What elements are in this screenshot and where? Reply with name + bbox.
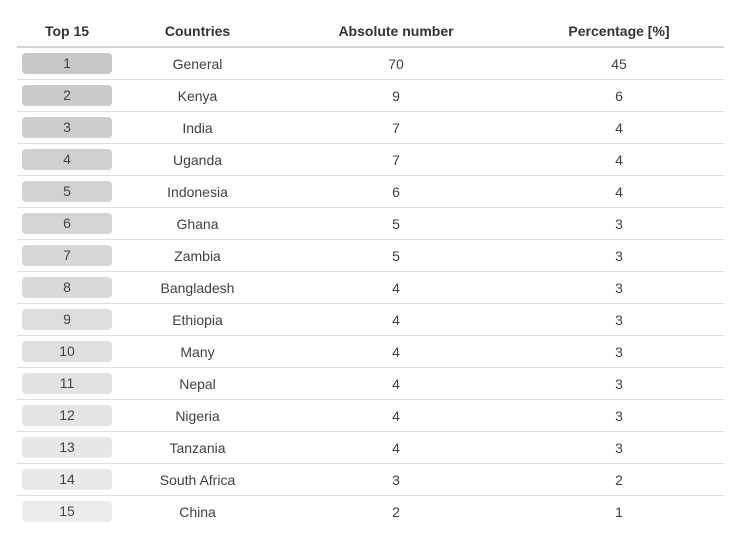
rank-cell: 7 [17,239,117,272]
percentage-cell: 3 [514,367,724,400]
absolute-number-cell: 6 [278,175,514,208]
absolute-number-cell: 4 [278,367,514,400]
table-row: 1 General 70 45 [17,47,724,80]
rank-badge: 4 [22,149,112,170]
country-cell: China [179,503,216,520]
absolute-number-cell: 4 [278,335,514,368]
rank-cell: 10 [17,335,117,368]
country-cell: Zambia [117,239,278,272]
country-cell: Many [117,335,278,368]
rank-badge: 13 [22,437,112,458]
percentage-cell: 3 [514,431,724,464]
rank-cell: 15 [17,496,117,528]
rank-badge: 5 [22,181,112,202]
header-countries: Countries [117,16,278,48]
rank-cell: 5 [17,175,117,208]
table-row: 3 India 7 4 [17,111,724,144]
rank-badge: 2 [22,85,112,106]
top-countries-table: Top 15 Countries Absolute number Percent… [17,16,724,527]
country-cell: Ghana [117,207,278,240]
absolute-number-cell: 3 [278,463,514,496]
rank-cell: 14 [17,463,117,496]
country-cell: Uganda [117,143,278,176]
absolute-number-cell: 4 [278,431,514,464]
table-body: 1 General 70 45 2 Kenya 9 6 3 India 7 4 4 Uganda 7 4 5 In… [17,47,724,527]
table-row: 7 Zambia 5 3 [17,239,724,272]
absolute-number-cell: 7 [278,111,514,144]
percentage-cell: 3 [514,239,724,272]
rank-cell: 12 [17,399,117,432]
table-row: 15 China 2 1 [17,496,724,528]
percentage-cell: 3 [514,335,724,368]
table-row: 9 Ethiopia 4 3 [17,303,724,336]
absolute-number-cell: 7 [278,143,514,176]
table-row: 13 Tanzania 4 3 [17,431,724,464]
rank-badge: 10 [22,341,112,362]
country-cell: India [117,111,278,144]
rank-cell: 2 [17,79,117,112]
rank-cell: 4 [17,143,117,176]
country-cell: South Africa [117,463,278,496]
table-row: 6 Ghana 5 3 [17,207,724,240]
percentage-cell: 4 [514,111,724,144]
rank-cell: 3 [17,111,117,144]
rank-badge: 15 [22,501,112,522]
table-row: 5 Indonesia 6 4 [17,175,724,208]
percentage-cell: 6 [514,79,724,112]
absolute-number-cell: 5 [278,239,514,272]
rank-cell: 8 [17,271,117,304]
percentage-cell: 4 [514,175,724,208]
table-row: 2 Kenya 9 6 [17,79,724,112]
country-cell: Indonesia [117,175,278,208]
rank-cell: 6 [17,207,117,240]
header-absolute-number: Absolute number [278,16,514,48]
country-cell: General [117,47,278,80]
table-header: Top 15 Countries Absolute number Percent… [17,16,724,48]
percentage-cell: 45 [514,47,724,80]
percentage-cell: 3 [514,303,724,336]
header-percentage: Percentage [%] [514,16,724,48]
rank-cell: 11 [17,367,117,400]
percentage-cell: 4 [514,143,724,176]
absolute-number-cell: 4 [278,399,514,432]
country-cell: Tanzania [117,431,278,464]
rank-cell: 9 [17,303,117,336]
absolute-number-cell: 2 [392,503,400,520]
percentage-cell: 2 [514,463,724,496]
rank-badge: 14 [22,469,112,490]
table-row: 14 South Africa 3 2 [17,463,724,496]
absolute-number-cell: 4 [278,271,514,304]
table-row: 11 Nepal 4 3 [17,367,724,400]
percentage-cell: 1 [615,503,623,520]
country-cell: Kenya [117,79,278,112]
absolute-number-cell: 5 [278,207,514,240]
rank-badge: 8 [22,277,112,298]
absolute-number-cell: 4 [278,303,514,336]
table-row: 10 Many 4 3 [17,335,724,368]
country-cell: Ethiopia [117,303,278,336]
country-cell: Nigeria [117,399,278,432]
rank-badge: 1 [22,53,112,74]
table-row: 12 Nigeria 4 3 [17,399,724,432]
rank-cell: 13 [17,431,117,464]
rank-badge: 3 [22,117,112,138]
absolute-number-cell: 9 [278,79,514,112]
table-row: 4 Uganda 7 4 [17,143,724,176]
country-cell: Bangladesh [117,271,278,304]
header-row: Top 15 Countries Absolute number Percent… [17,16,724,48]
rank-badge: 9 [22,309,112,330]
country-cell: Nepal [117,367,278,400]
rank-cell: 1 [17,47,117,80]
header-rank: Top 15 [17,16,117,48]
rank-badge: 12 [22,405,112,426]
rank-badge: 6 [22,213,112,234]
percentage-cell: 3 [514,271,724,304]
table-row: 8 Bangladesh 4 3 [17,271,724,304]
percentage-cell: 3 [514,207,724,240]
absolute-number-cell: 70 [278,47,514,80]
rank-badge: 11 [22,373,112,394]
rank-badge: 7 [22,245,112,266]
percentage-cell: 3 [514,399,724,432]
